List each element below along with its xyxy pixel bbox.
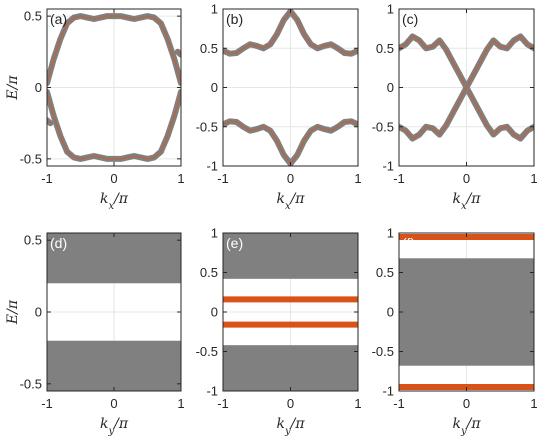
x-tick-label: 1	[530, 171, 537, 186]
x-tick-label: 1	[354, 171, 361, 186]
plot-area	[223, 233, 358, 391]
y-tick-label: -0.5	[372, 344, 394, 359]
panel-a: -1 0 1 -0.5 0 0.5 kx/π E/π (a)	[5, 8, 185, 212]
x-tick-label: -1	[41, 171, 53, 186]
x-axis-label: ky/π	[276, 416, 305, 437]
panel-d: -1 0 1 -0.5 0 0.5 ky/π E/π (d)	[5, 232, 185, 437]
x-axis-label: ky/π	[452, 416, 481, 437]
x-tick-label: -1	[217, 396, 229, 411]
y-tick-label: 0.5	[24, 9, 42, 24]
band-curve-overlay	[47, 91, 181, 160]
x-axis-label: kx/π	[100, 191, 129, 212]
plot-area	[399, 233, 534, 391]
y-tick-label: 0.5	[200, 41, 218, 56]
y-tick-label: -1	[382, 159, 394, 174]
x-tick-label: -1	[41, 396, 53, 411]
band-area	[223, 345, 358, 391]
panel-f: -1 0 1 -1 -0.5 0 0.5 1 ky/π (f)	[372, 226, 538, 437]
panel-label: (e)	[226, 235, 243, 251]
y-axis-label: E/π	[5, 75, 21, 101]
y-tick-label: 0	[211, 305, 218, 320]
band-area	[399, 258, 534, 366]
y-tick-label: -0.5	[20, 151, 42, 166]
band-area	[223, 233, 358, 279]
y-tick-label: -0.5	[196, 344, 218, 359]
panel-label: (c)	[402, 11, 418, 27]
panel-label: (b)	[226, 11, 243, 27]
y-tick-label: -1	[206, 159, 218, 174]
band-curve-overlay	[47, 15, 181, 84]
panel-label: (f)	[402, 235, 415, 251]
x-tick-label: 0	[110, 396, 117, 411]
y-tick-label: 0	[35, 305, 42, 320]
y-tick-label: -1	[206, 384, 218, 399]
x-tick-label: 1	[530, 396, 537, 411]
x-tick-label: 1	[177, 171, 184, 186]
panel-c: -1 0 1 -1 -0.5 0 0.5 1 kx/π (c)	[372, 2, 538, 212]
y-tick-label: -0.5	[372, 119, 394, 134]
plot-area	[47, 13, 181, 162]
y-tick-label: 1	[387, 2, 394, 17]
x-tick-label: 1	[354, 396, 361, 411]
panel-b: -1 0 1 -1 -0.5 0 0.5 1 kx/π (b)	[196, 2, 362, 212]
x-tick-label: 0	[287, 171, 294, 186]
y-axis-label: E/π	[5, 299, 21, 325]
y-tick-label: 0.5	[376, 41, 394, 56]
x-tick-label: 0	[463, 171, 470, 186]
y-tick-label: 0	[387, 305, 394, 320]
plot-area	[47, 233, 181, 391]
band-curve-overlay	[176, 51, 181, 56]
x-tick-label: 0	[110, 171, 117, 186]
x-axis-label: ky/π	[100, 416, 129, 437]
x-tick-label: 1	[177, 396, 184, 411]
y-tick-label: 1	[387, 226, 394, 241]
y-tick-label: 0.5	[24, 233, 42, 248]
x-tick-label: 0	[287, 396, 294, 411]
y-tick-label: 0	[387, 80, 394, 95]
y-tick-label: 0.5	[200, 265, 218, 280]
y-tick-label: 1	[211, 226, 218, 241]
band-curve-overlay	[399, 35, 534, 140]
y-tick-label: -0.5	[196, 119, 218, 134]
panel-label: (a)	[50, 11, 67, 27]
panel-e: -1 0 1 -1 -0.5 0 0.5 1 ky/π (e)	[196, 226, 362, 437]
band-curve-overlay	[47, 119, 52, 124]
x-tick-label: -1	[393, 396, 405, 411]
x-tick-label: -1	[393, 171, 405, 186]
y-tick-label: -1	[382, 384, 394, 399]
x-axis-label: kx/π	[452, 191, 481, 212]
y-tick-label: 0	[35, 80, 42, 95]
x-tick-label: 0	[463, 396, 470, 411]
y-tick-label: 0.5	[376, 265, 394, 280]
plot-area	[399, 33, 534, 142]
y-tick-label: 1	[211, 2, 218, 17]
x-axis-label: kx/π	[276, 191, 305, 212]
y-tick-label: 0	[211, 80, 218, 95]
band-area	[47, 233, 181, 284]
panel-label: (d)	[50, 235, 67, 251]
band-area	[47, 340, 181, 391]
x-tick-label: -1	[217, 171, 229, 186]
y-tick-label: -0.5	[20, 376, 42, 391]
